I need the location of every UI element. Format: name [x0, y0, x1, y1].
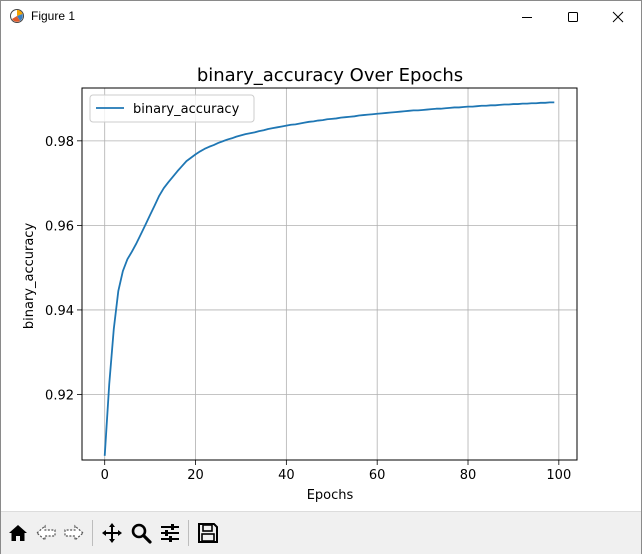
- forward-button[interactable]: [61, 520, 87, 546]
- minimize-button[interactable]: [504, 1, 550, 32]
- legend-box: [89, 94, 255, 123]
- x-tick-label: 0: [101, 468, 109, 483]
- window-title: Figure 1: [31, 9, 76, 23]
- legend: binary_accuracy: [89, 94, 255, 123]
- series-line-binary-accuracy: [103, 101, 555, 456]
- toolbar-separator: [188, 520, 189, 546]
- configure-subplots-button[interactable]: [157, 520, 183, 546]
- save-button[interactable]: [195, 520, 221, 546]
- matplotlib-app-icon: [10, 9, 24, 23]
- pan-icon: [102, 523, 122, 543]
- x-axis-label: Epochs: [307, 488, 354, 503]
- forward-arrow-icon: [64, 524, 84, 542]
- y-axis-label: binary_accuracy: [22, 223, 37, 330]
- legend-label: binary_accuracy: [133, 102, 240, 117]
- home-button[interactable]: [5, 520, 31, 546]
- close-button[interactable]: [595, 1, 641, 32]
- y-tick-label: 0.94: [45, 304, 74, 319]
- line-chart: binary_accuracy Over Epochs 0 20 40 60 80 100…: [22, 65, 578, 503]
- chart-title: binary_accuracy Over Epochs: [197, 65, 463, 86]
- navigation-toolbar: [1, 511, 641, 554]
- axis-ticks: 0 20 40 60 80 100 0.92 0.94 0.96 0.98: [45, 135, 571, 483]
- minimize-icon: [522, 16, 532, 18]
- maximize-icon: [568, 11, 578, 22]
- title-bar[interactable]: Figure 1: [1, 1, 641, 32]
- y-tick-label: 0.98: [45, 135, 74, 150]
- x-tick-label: 60: [369, 468, 386, 483]
- x-tick-label: 40: [278, 468, 295, 483]
- toolbar-separator: [92, 520, 93, 546]
- figure-canvas[interactable]: binary_accuracy Over Epochs 0 20 40 60 80 100…: [1, 32, 641, 511]
- y-tick-label: 0.96: [45, 219, 74, 234]
- zoom-icon: [131, 523, 152, 544]
- zoom-button[interactable]: [128, 520, 154, 546]
- configure-subplots-icon: [161, 524, 179, 542]
- plot-frame: [81, 87, 578, 461]
- y-tick-label: 0.92: [45, 388, 74, 403]
- x-tick-label: 100: [546, 468, 571, 483]
- gridlines: [82, 88, 577, 460]
- home-icon: [9, 525, 27, 541]
- x-tick-label: 20: [187, 468, 204, 483]
- pan-button[interactable]: [99, 520, 125, 546]
- x-tick-label: 80: [460, 468, 477, 483]
- maximize-button[interactable]: [550, 1, 596, 32]
- back-button[interactable]: [33, 520, 59, 546]
- save-icon: [198, 523, 218, 543]
- back-arrow-icon: [36, 524, 56, 542]
- close-icon: [612, 11, 624, 22]
- data-lines: [103, 101, 555, 456]
